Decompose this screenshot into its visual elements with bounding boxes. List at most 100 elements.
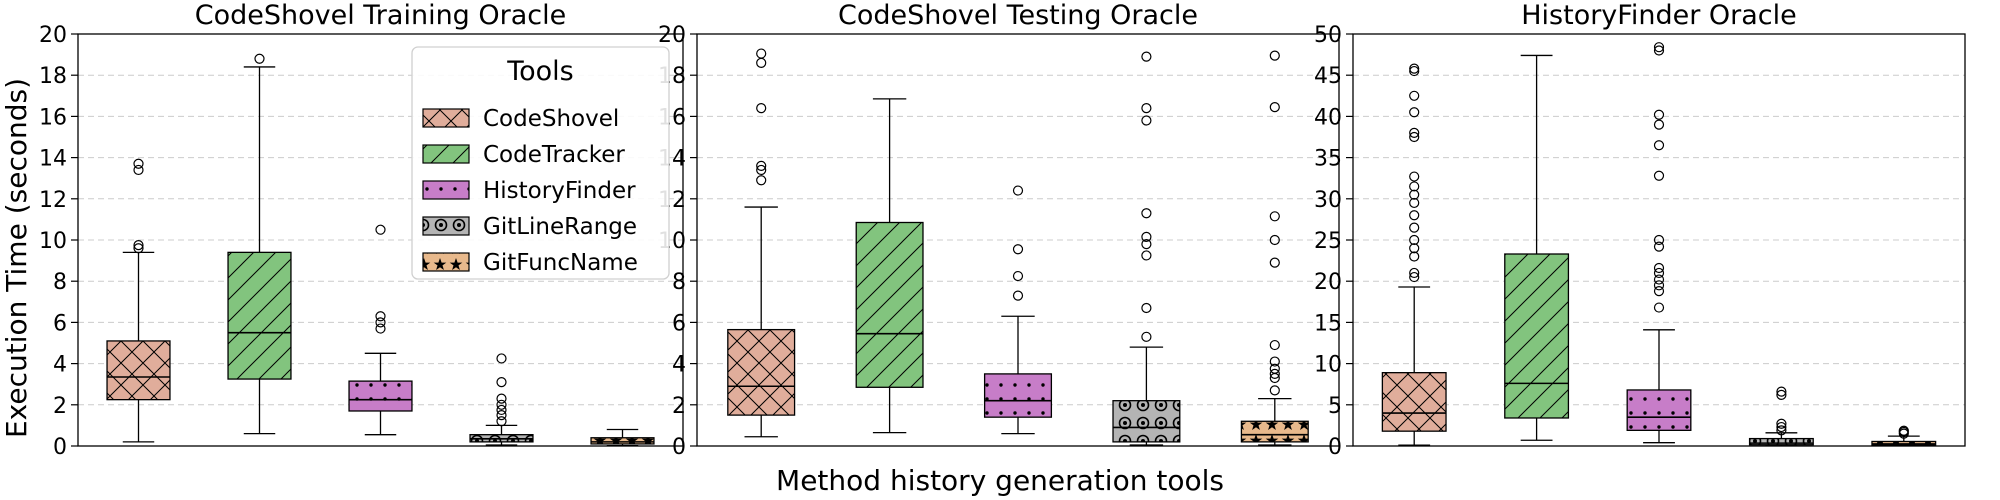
outlier-point [1141,103,1152,114]
outlier-point [756,164,767,176]
box-body [1240,420,1309,443]
box-gitfuncname [590,428,655,447]
legend-entry-gitfuncname: GitFuncName [422,250,638,276]
box-body [1504,253,1570,419]
box-historyfinder [1626,42,1692,444]
y-tick-label: 2 [53,394,67,419]
panel-frame [696,33,1340,447]
box-historyfinder [983,185,1053,435]
outlier-point [756,175,767,186]
box-body [1112,400,1181,443]
y-tick-label: 10 [39,229,67,254]
outlier-point [1269,211,1280,222]
box-gitlinerange [1112,51,1181,446]
y-tick-label: 18 [39,64,67,89]
outlier-point [1653,42,1665,53]
outlier-point [1141,115,1152,126]
outlier-point [1012,185,1024,196]
outlier-point [1409,197,1420,209]
box-body [1626,389,1692,431]
y-tick-label: 30 [1314,188,1342,213]
outlier-point [1269,363,1280,374]
box-body [727,328,796,416]
outlier-point [1409,107,1420,118]
outlier-point [1409,63,1420,74]
outlier-point [1409,171,1420,182]
legend-label: CodeShovel [483,106,619,132]
outlier-point [133,164,144,176]
outlier-point [1898,425,1909,436]
box-gitfuncname [1240,50,1309,446]
outlier-point [496,353,507,364]
y-tick-label: 45 [1314,64,1342,89]
outlier-point [1653,241,1665,252]
legend-label: HistoryFinder [483,178,636,204]
outlier-point [1269,356,1280,367]
outlier-point [1653,262,1665,274]
box-codeshovel [727,48,796,438]
outlier-point [254,53,265,64]
box-body [106,340,171,401]
box-body [855,221,924,388]
legend: Tools CodeShovel CodeTracker HistoryFinder G… [411,46,670,280]
y-axis-label: Execution Time (seconds) [0,78,33,438]
y-tick-label: 4 [672,353,686,378]
outlier-point [756,48,767,59]
outlier-point [1409,271,1420,283]
box-codeshovel [1381,63,1447,446]
outlier-point [1141,208,1152,219]
outlier-point [1653,170,1665,181]
legend-title: Tools [506,56,574,87]
chart-panel-3: 0 5 10 15 20 25 30 35 40 45 50 HistoryFinder Oracle [1314,0,1966,460]
box-gitfuncname [1871,425,1937,447]
outlier-point [1269,102,1280,113]
y-tick-label: 50 [1314,23,1342,48]
y-tick-label: 25 [1314,229,1342,254]
outlier-point [1409,243,1420,254]
outlier-point [1653,285,1665,297]
box-body [590,437,655,445]
box-body [983,373,1053,418]
outlier-point [1269,234,1280,246]
box-historyfinder [348,224,413,436]
outlier-point [496,399,507,410]
y-tick-label: 20 [1314,270,1342,295]
legend-entry-codetracker: CodeTracker [422,142,625,168]
outlier-point [1012,270,1024,282]
outlier-point [1653,119,1665,130]
outlier-point [133,158,144,169]
outlier-point [1653,45,1665,56]
outlier-point [496,393,507,404]
outlier-point [496,377,507,388]
legend-swatch [422,216,470,236]
y-tick-label: 15 [1314,311,1342,336]
outlier-point [1776,425,1787,436]
y-tick-label: 16 [39,105,67,130]
outlier-point [1141,51,1152,62]
box-body [1748,437,1814,446]
outlier-point [375,311,386,322]
outlier-point [375,224,386,235]
outlier-point [1269,50,1280,61]
outlier-point [1409,251,1420,262]
outlier-point [1409,127,1420,138]
panel-frame [77,33,684,447]
outlier-point [1409,210,1420,221]
y-tick-label: 6 [672,311,686,336]
y-tick-label: 8 [53,270,67,295]
outlier-point [1409,131,1420,143]
legend-swatch [422,180,470,200]
y-tick-label: 12 [39,188,67,213]
outlier-point [1269,368,1280,379]
y-tick-label: 20 [39,23,67,48]
outlier-point [1141,231,1152,243]
box-gitlinerange [1748,386,1814,447]
outlier-point [1409,65,1420,77]
outlier-point [1409,189,1420,200]
y-tick-label: 6 [53,311,67,336]
outlier-point [1653,280,1665,291]
panel-title: HistoryFinder Oracle [1521,0,1797,31]
outlier-point [1653,109,1665,120]
